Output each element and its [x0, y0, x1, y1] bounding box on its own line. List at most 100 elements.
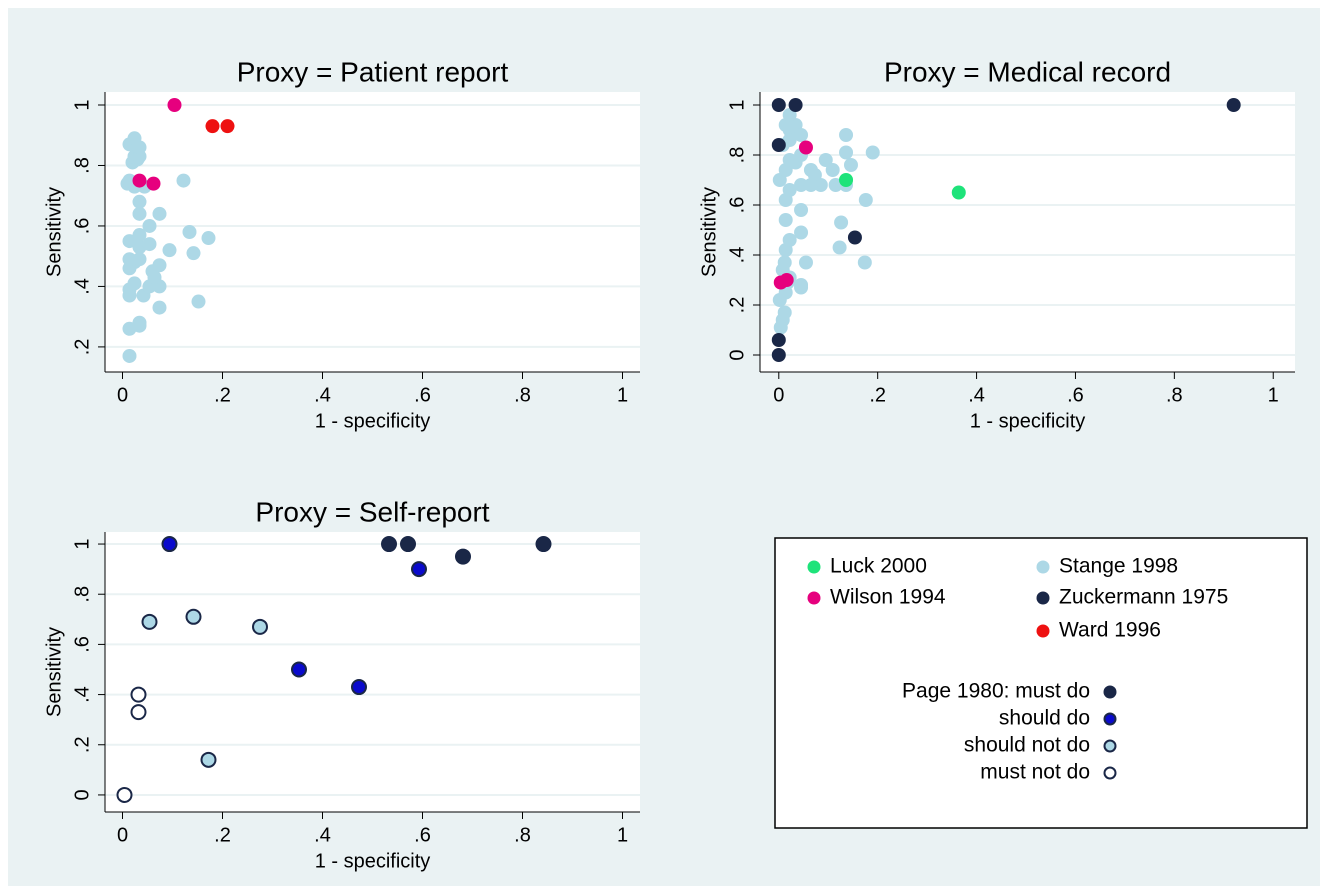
point [201, 231, 216, 246]
point [951, 185, 966, 200]
x-axis-title: 1 - specificity [315, 410, 431, 432]
y-tick-label: .6 [71, 218, 93, 235]
point [147, 270, 162, 285]
y-axis-title: Sensitivity [43, 627, 65, 717]
y-tick-label: .8 [726, 147, 748, 164]
legend-marker [1036, 560, 1050, 574]
point [381, 536, 397, 553]
y-tick-label: .8 [71, 157, 93, 174]
y-tick-label: 0 [71, 789, 93, 800]
point [351, 679, 367, 696]
point [141, 613, 158, 630]
point [291, 661, 307, 678]
legend-label: Ward 1996 [1059, 619, 1161, 642]
point [152, 258, 167, 273]
y-tick-label: .4 [71, 686, 93, 703]
point [839, 173, 854, 187]
x-tick-label: .2 [869, 384, 886, 406]
point [818, 153, 833, 167]
x-tick-label: .4 [314, 384, 331, 406]
point [146, 176, 161, 191]
x-tick-label: .6 [414, 384, 431, 406]
legend-label: Stange 1998 [1059, 555, 1178, 578]
y-tick-label: .2 [71, 736, 93, 753]
point [834, 215, 849, 230]
x-tick-label: 0 [117, 384, 128, 406]
y-tick-label: .8 [71, 586, 93, 603]
legend-marker [1103, 712, 1117, 726]
legend-label: must not do [980, 761, 1090, 784]
y-tick-label: 1 [726, 99, 748, 110]
point [843, 158, 858, 172]
legend-marker [1036, 591, 1050, 605]
point [825, 163, 840, 177]
point [1226, 98, 1241, 112]
x-tick-label: .4 [314, 824, 331, 846]
point [142, 218, 157, 233]
point [794, 225, 809, 240]
point [185, 608, 202, 625]
point [130, 686, 147, 703]
legend-marker [1103, 739, 1117, 753]
point [142, 237, 157, 252]
x-axis-title: 1 - specificity [315, 850, 431, 872]
x-tick-label: .2 [214, 824, 231, 846]
point [116, 786, 133, 803]
legend-label: should not do [964, 734, 1090, 757]
x-tick-label: .8 [1166, 384, 1183, 406]
point [182, 225, 197, 239]
point [782, 183, 797, 197]
x-tick-label: 1 [617, 824, 628, 846]
x-tick-label: 1 [617, 384, 628, 406]
legend-marker [807, 591, 821, 605]
point [794, 128, 809, 142]
point [400, 536, 416, 553]
point [252, 618, 268, 635]
point [771, 98, 786, 112]
point [773, 275, 788, 290]
point [782, 133, 797, 147]
point [813, 178, 828, 192]
legend-label: Page 1980: must do [902, 680, 1090, 703]
point [777, 255, 792, 270]
legend-label: Wilson 1994 [830, 586, 946, 609]
point [205, 119, 220, 134]
point [176, 173, 191, 188]
x-tick-label: .4 [968, 384, 985, 406]
x-tick-label: .8 [514, 384, 531, 406]
point [122, 252, 137, 267]
point [782, 233, 797, 247]
y-axis-title: Sensitivity [43, 187, 65, 277]
point [132, 228, 147, 243]
point [132, 206, 147, 221]
point [200, 751, 217, 768]
point [132, 140, 147, 155]
x-tick-label: .2 [214, 384, 231, 406]
point [771, 138, 786, 152]
point [122, 173, 137, 188]
x-tick-label: .8 [514, 824, 531, 846]
y-tick-label: 0 [726, 349, 748, 360]
point [773, 320, 788, 335]
point [788, 98, 803, 112]
point [411, 561, 427, 578]
plot-area [105, 532, 640, 812]
point [798, 140, 813, 155]
panel-title: Proxy = Patient report [237, 56, 509, 87]
y-tick-label: 1 [71, 538, 93, 549]
point [778, 213, 793, 227]
x-tick-label: 0 [773, 384, 784, 406]
y-tick-label: .6 [726, 197, 748, 214]
y-axis-title: Sensitivity [698, 187, 720, 277]
point [771, 333, 786, 347]
point [865, 145, 880, 160]
panel-title: Proxy = Self-report [255, 496, 489, 527]
point [847, 230, 862, 245]
point [191, 294, 206, 309]
legend-marker [1103, 685, 1117, 699]
legend-label: Zuckermann 1975 [1059, 586, 1228, 609]
y-tick-label: .4 [71, 278, 93, 295]
legend-marker [1103, 766, 1117, 780]
point [127, 276, 142, 291]
